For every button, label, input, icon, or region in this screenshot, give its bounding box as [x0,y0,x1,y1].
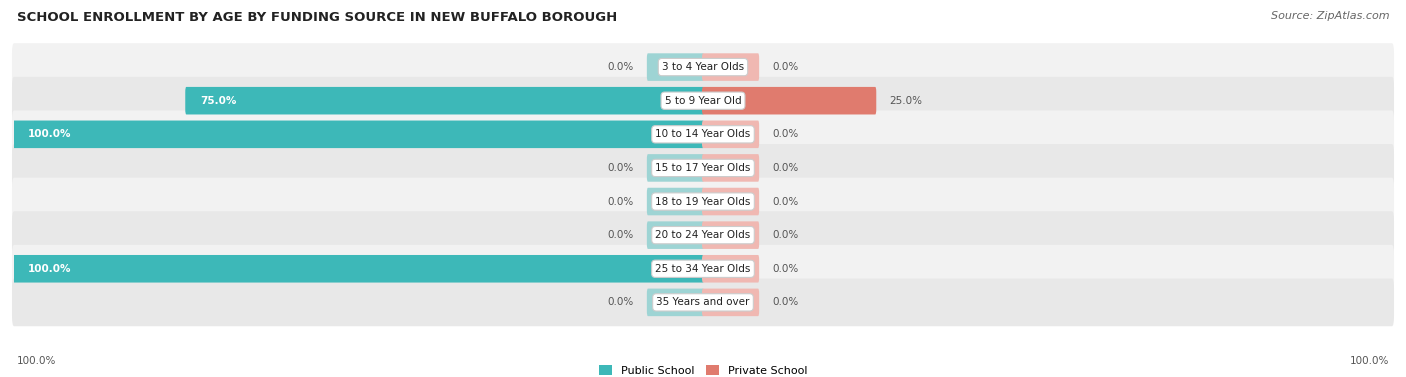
Text: 0.0%: 0.0% [607,297,634,307]
Text: 18 to 19 Year Olds: 18 to 19 Year Olds [655,196,751,207]
Text: 100.0%: 100.0% [17,356,56,366]
Text: 0.0%: 0.0% [772,297,799,307]
FancyBboxPatch shape [647,154,704,182]
Text: 5 to 9 Year Old: 5 to 9 Year Old [665,96,741,106]
FancyBboxPatch shape [13,178,1393,225]
FancyBboxPatch shape [702,53,759,81]
FancyBboxPatch shape [13,211,1393,259]
Text: 15 to 17 Year Olds: 15 to 17 Year Olds [655,163,751,173]
Text: Source: ZipAtlas.com: Source: ZipAtlas.com [1271,11,1389,21]
Text: 0.0%: 0.0% [772,129,799,139]
FancyBboxPatch shape [13,43,1393,91]
FancyBboxPatch shape [702,121,759,148]
FancyBboxPatch shape [13,255,704,282]
FancyBboxPatch shape [647,288,704,316]
Text: 10 to 14 Year Olds: 10 to 14 Year Olds [655,129,751,139]
FancyBboxPatch shape [702,154,759,182]
Text: 0.0%: 0.0% [772,230,799,240]
Text: 100.0%: 100.0% [1350,356,1389,366]
FancyBboxPatch shape [702,87,876,115]
Text: SCHOOL ENROLLMENT BY AGE BY FUNDING SOURCE IN NEW BUFFALO BOROUGH: SCHOOL ENROLLMENT BY AGE BY FUNDING SOUR… [17,11,617,24]
Text: 0.0%: 0.0% [772,163,799,173]
Text: 100.0%: 100.0% [28,129,72,139]
Text: 0.0%: 0.0% [607,62,634,72]
FancyBboxPatch shape [702,188,759,215]
Text: 0.0%: 0.0% [772,264,799,274]
FancyBboxPatch shape [186,87,704,115]
FancyBboxPatch shape [647,221,704,249]
FancyBboxPatch shape [13,245,1393,293]
Text: 0.0%: 0.0% [772,196,799,207]
FancyBboxPatch shape [13,77,1393,124]
FancyBboxPatch shape [702,221,759,249]
Text: 25.0%: 25.0% [889,96,922,106]
Text: 20 to 24 Year Olds: 20 to 24 Year Olds [655,230,751,240]
Text: 0.0%: 0.0% [772,62,799,72]
Text: 35 Years and over: 35 Years and over [657,297,749,307]
FancyBboxPatch shape [702,255,759,282]
Text: 0.0%: 0.0% [607,163,634,173]
FancyBboxPatch shape [702,288,759,316]
FancyBboxPatch shape [647,53,704,81]
Text: 25 to 34 Year Olds: 25 to 34 Year Olds [655,264,751,274]
FancyBboxPatch shape [13,110,1393,158]
FancyBboxPatch shape [647,188,704,215]
Text: 3 to 4 Year Olds: 3 to 4 Year Olds [662,62,744,72]
FancyBboxPatch shape [13,121,704,148]
Text: 0.0%: 0.0% [607,196,634,207]
Legend: Public School, Private School: Public School, Private School [595,360,811,377]
Text: 0.0%: 0.0% [607,230,634,240]
Text: 75.0%: 75.0% [200,96,236,106]
FancyBboxPatch shape [13,144,1393,192]
Text: 100.0%: 100.0% [28,264,72,274]
FancyBboxPatch shape [13,279,1393,326]
